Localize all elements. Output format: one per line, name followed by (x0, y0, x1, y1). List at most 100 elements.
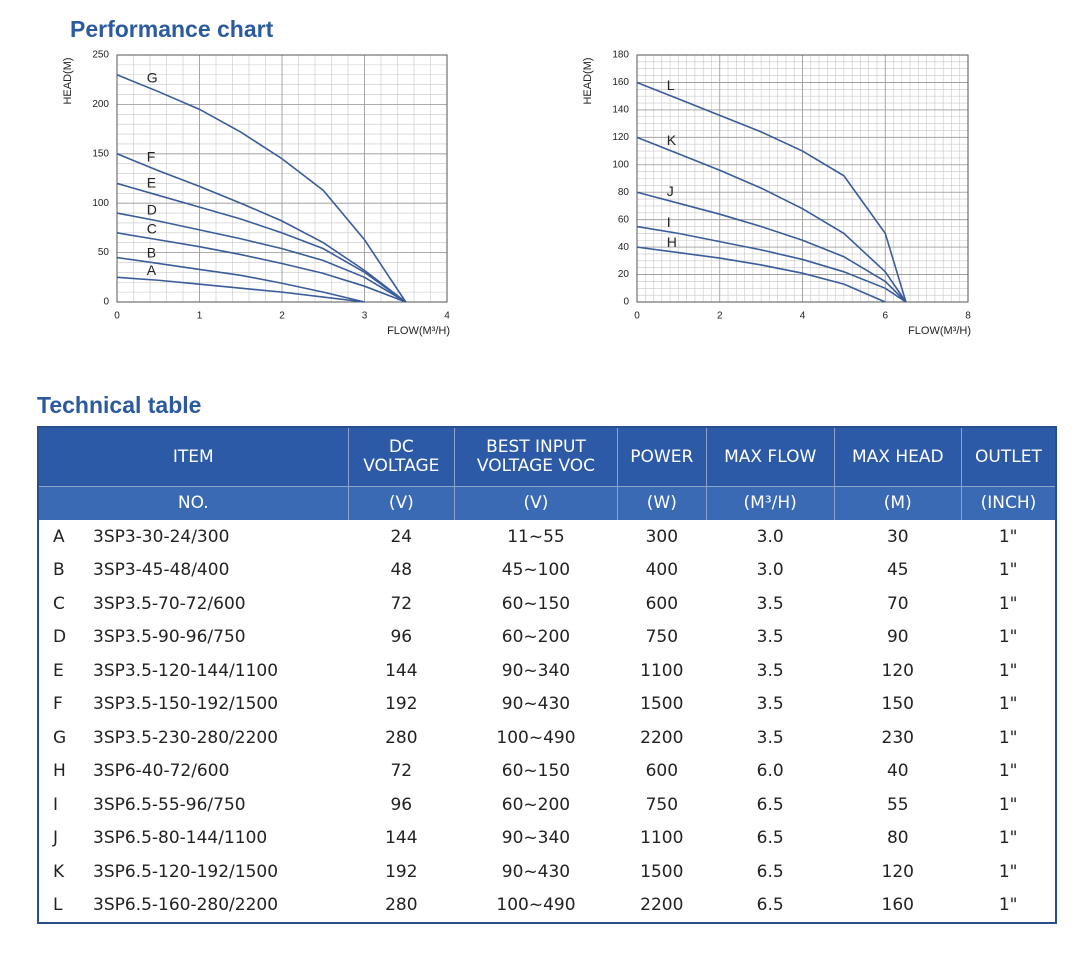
table-cell: 750 (645, 794, 679, 815)
y-tick-label: 250 (92, 50, 109, 61)
table-cell: 1" (998, 560, 1018, 581)
table-cell: 3SP6-40-72/600 (93, 761, 230, 782)
section-title: Technical table (37, 392, 201, 418)
curve-label: B (147, 245, 156, 261)
table-cell: 1" (998, 794, 1018, 815)
table-cell: 600 (645, 761, 679, 782)
table-row: B 3SP3-45-48/400 48 45~100 400 3.0 45 1" (38, 554, 1056, 588)
table-body: A 3SP3-30-24/300 24 11~55 300 3.0 30 1" B 3SP3-45… (38, 520, 1056, 923)
table-row: F 3SP3.5-150-192/1500 192 90~430 1500 3.5 150 1… (38, 688, 1056, 722)
table-cell: 600 (645, 593, 679, 614)
curve-label: A (147, 262, 157, 278)
table-cell: 6.5 (756, 828, 784, 849)
header-cell: BEST INPUT VOLTAGE VOC (454, 427, 618, 487)
table-cell: 3.5 (756, 727, 784, 748)
table-cell: 96 (390, 794, 413, 815)
table-cell: 40 (886, 761, 909, 782)
table-cell: 1100 (640, 828, 684, 849)
header-cell: DC VOLTAGE (348, 427, 456, 487)
y-tick-label: 40 (618, 242, 630, 253)
table-cell: K (53, 861, 65, 882)
table-cell: 1" (998, 761, 1018, 782)
curve (636, 246, 886, 303)
table-cell: 160 (881, 895, 914, 916)
table-cell: 150 (881, 694, 914, 715)
table-head: ITEM DC VOLTAGE BEST INPUT VOLTAGE VOC POWE… (38, 427, 1057, 520)
curve-label: K (667, 132, 677, 148)
table-cell: 3.5 (756, 694, 784, 715)
table-cell: 90~430 (501, 861, 571, 882)
curve (636, 136, 907, 303)
table-cell: H (53, 761, 66, 782)
table-cell: 3SP3-45-48/400 (93, 560, 230, 581)
y-tick-label: 0 (623, 297, 629, 308)
y-tick-label: 100 (92, 198, 109, 209)
table-cell: 2200 (640, 895, 684, 916)
header-row: NO. (V) (V) (W) (M³/H) (M) (INCH) (38, 486, 1057, 520)
y-tick-label: 200 (92, 99, 109, 110)
table-cell: 3.5 (756, 660, 784, 681)
table-cell: 3SP6.5-120-192/1500 (93, 861, 279, 882)
table-cell: 72 (390, 593, 413, 614)
y-tick-label: 100 (612, 159, 629, 170)
table-cell: 1" (998, 694, 1018, 715)
table-cell: 230 (881, 727, 914, 748)
table-cell: 60~200 (501, 627, 571, 648)
table-cell: 100~490 (496, 727, 576, 748)
header-cell: ITEM (38, 427, 349, 487)
table-cell: 1500 (640, 694, 684, 715)
table-cell: 70 (886, 593, 909, 614)
table-cell: 30 (886, 526, 909, 547)
table-cell: A (53, 526, 65, 547)
table-row: D 3SP3.5-90-96/750 96 60~200 750 3.5 90 1" (38, 621, 1056, 655)
table-cell: 45 (886, 560, 909, 581)
table-cell: 3SP3.5-120-144/1100 (93, 660, 279, 681)
table-cell: I (53, 794, 59, 815)
table-row: J 3SP6.5-80-144/1100 144 90~340 1100 6.5 80 1" (38, 822, 1056, 856)
table-cell: 3.5 (756, 593, 784, 614)
curve (116, 153, 407, 303)
curve-label: D (147, 201, 157, 217)
header-row: ITEM DC VOLTAGE BEST INPUT VOLTAGE VOC POWE… (38, 427, 1057, 487)
table-cell: 60~150 (501, 761, 571, 782)
table-cell: 1" (998, 526, 1018, 547)
table-cell: 90~340 (501, 660, 571, 681)
x-tick-label: 1 (197, 311, 203, 322)
header-cell: (W) (617, 486, 707, 520)
table-cell: 11~55 (507, 526, 565, 547)
header-cell: (M³/H) (706, 486, 835, 520)
y-axis-label: HEAD(M) (62, 57, 74, 104)
x-axis-label: FLOW(M³/H) (908, 325, 971, 337)
table-cell: 1" (998, 660, 1018, 681)
table-row: I 3SP6.5-55-96/750 96 60~200 750 6.5 55 1" (38, 788, 1056, 822)
header-cell: MAX HEAD (834, 427, 962, 487)
table-cell: 60~200 (501, 794, 571, 815)
y-tick-label: 140 (612, 105, 629, 116)
table-cell: 2200 (640, 727, 684, 748)
y-tick-label: 120 (612, 132, 629, 143)
table-cell: 3.5 (756, 627, 784, 648)
table-cell: 90~430 (501, 694, 571, 715)
y-tick-label: 20 (618, 269, 630, 280)
table-cell: C (53, 593, 65, 614)
table-cell: F (53, 694, 63, 715)
y-tick-label: 60 (618, 214, 630, 225)
curve (116, 74, 407, 303)
y-tick-label: 150 (92, 148, 109, 159)
table-cell: 48 (390, 560, 413, 581)
curve (636, 225, 907, 303)
curve-label: G (147, 70, 158, 86)
y-tick-label: 0 (103, 297, 109, 308)
header-cell: (V) (348, 486, 456, 520)
table-cell: 192 (385, 694, 418, 715)
curve-label: I (667, 214, 671, 230)
table-cell: 80 (886, 828, 909, 849)
table-cell: 24 (390, 526, 413, 547)
curve (116, 232, 407, 303)
header-cell: OUTLET (961, 427, 1057, 487)
table-cell: 3SP3-30-24/300 (93, 526, 230, 547)
table-row: A 3SP3-30-24/300 24 11~55 300 3.0 30 1" (38, 520, 1056, 554)
table-cell: 60~150 (501, 593, 571, 614)
x-tick-label: 8 (965, 311, 971, 322)
table-cell: 6.5 (756, 794, 784, 815)
